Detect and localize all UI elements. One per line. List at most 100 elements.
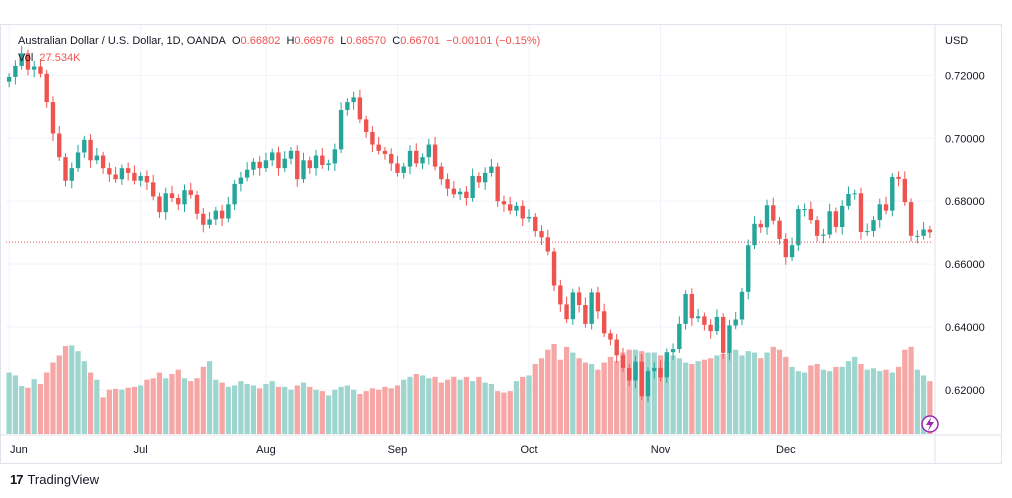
candle-body [902,178,908,203]
volume-bar [864,369,870,434]
candle-body [75,152,81,169]
candle-body [25,53,31,70]
volume-bar [438,382,444,434]
y-tick-label: 0.62000 [945,385,985,397]
volume-bar [94,379,100,434]
volume-bar [263,384,269,434]
candle-body [683,293,688,324]
candle-body [332,149,338,164]
high-label: H [286,35,295,47]
volume-bar [651,352,657,434]
candle-body [658,367,663,378]
candle-body [176,198,181,205]
volume-bar [150,378,156,434]
volume-bar [363,391,369,434]
footer[interactable]: 17 TradingView [10,472,99,487]
volume-bar [44,372,50,434]
candle-body [752,223,757,246]
candle-body [57,133,62,158]
candle-body [439,166,444,180]
candle-body [307,160,312,169]
volume-bar [131,386,138,434]
candle-body [871,220,876,232]
candle-body [645,371,651,397]
candle-body [82,139,87,153]
volume-bar [733,349,739,434]
chart-frame [0,24,1002,464]
candle-body [783,238,788,258]
volume-bar [839,366,845,434]
volume-bar [501,392,507,434]
y-tick-label: 0.66000 [945,259,985,271]
candle-body [263,160,269,169]
volume-bar [682,362,689,434]
volume-bar [125,387,131,434]
x-tick-label: Nov [651,444,671,456]
volume-bar [376,389,382,434]
candle-body [533,216,538,232]
candle-body [908,202,914,236]
high-value: 0.66976 [294,35,335,47]
candle-body [389,153,394,164]
candle-body [169,193,175,199]
volume-bar [764,352,770,434]
volume-bar [87,372,94,434]
volume-bar [282,386,288,434]
candle-body [877,204,882,221]
volume-bar [563,346,570,434]
volume-bar [801,372,808,434]
volume-bar [294,385,300,434]
volume-bar [870,368,877,434]
candle-body [539,231,544,238]
candle-body [890,176,895,211]
candle-body [370,131,375,145]
volume-bar [62,346,69,434]
volume-bar [119,389,125,434]
change-value: −0.00101 (−0.15%) [446,35,541,47]
candle-body [508,204,513,211]
candle-body [201,213,206,225]
candle-body [213,210,219,220]
volume-bar [889,372,895,434]
candle-body [695,316,701,319]
volume-bar [325,395,332,434]
candle-body [733,319,738,326]
candle-body [551,251,557,286]
candle-body [852,193,857,195]
volume-bar [695,361,701,434]
volume-bar [883,369,889,434]
volume-bar [144,379,150,434]
candle-body [207,219,212,225]
volume-bar [557,359,563,434]
volume-legend: Vol 27.534K [18,52,80,64]
volume-bar [664,361,670,434]
candle-body [119,168,125,180]
volume-bar [231,385,238,434]
volume-bar [589,364,595,434]
volume-bar [814,364,820,434]
x-tick-label: Jun [10,444,28,456]
y-tick-label: 0.72000 [945,70,985,82]
candle-body [251,161,256,170]
candle-body [764,205,770,228]
volume-bar [257,388,263,434]
chart-legend: Australian Dollar / U.S. Dollar, 1D, OAN… [18,35,540,47]
candle-body [526,216,532,219]
symbol-title: Australian Dollar / U.S. Dollar, 1D, OAN… [18,35,226,47]
volume-bar [808,365,814,434]
candle-body [232,183,237,205]
candle-body [295,150,300,180]
volume-bar [520,376,526,434]
volume-bar [720,354,726,434]
volume-bar [394,385,401,434]
volume-bar [112,388,119,434]
x-tick-label: Dec [776,444,796,456]
volume-bar [482,382,488,434]
candle-body [182,190,187,205]
candle-body [714,316,720,332]
candle-body [789,245,795,258]
volume-bar [100,397,106,434]
volume-bar [444,379,451,434]
candle-body [151,182,156,197]
